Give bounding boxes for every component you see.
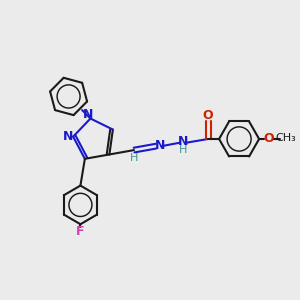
Text: H: H (130, 152, 138, 163)
Text: N: N (177, 136, 188, 148)
Text: CH₃: CH₃ (276, 133, 297, 143)
Text: N: N (154, 139, 165, 152)
Text: N: N (63, 130, 73, 143)
Text: O: O (263, 132, 274, 145)
Text: H: H (178, 145, 187, 155)
Text: O: O (203, 109, 214, 122)
Text: N: N (83, 109, 94, 122)
Text: F: F (76, 225, 85, 238)
